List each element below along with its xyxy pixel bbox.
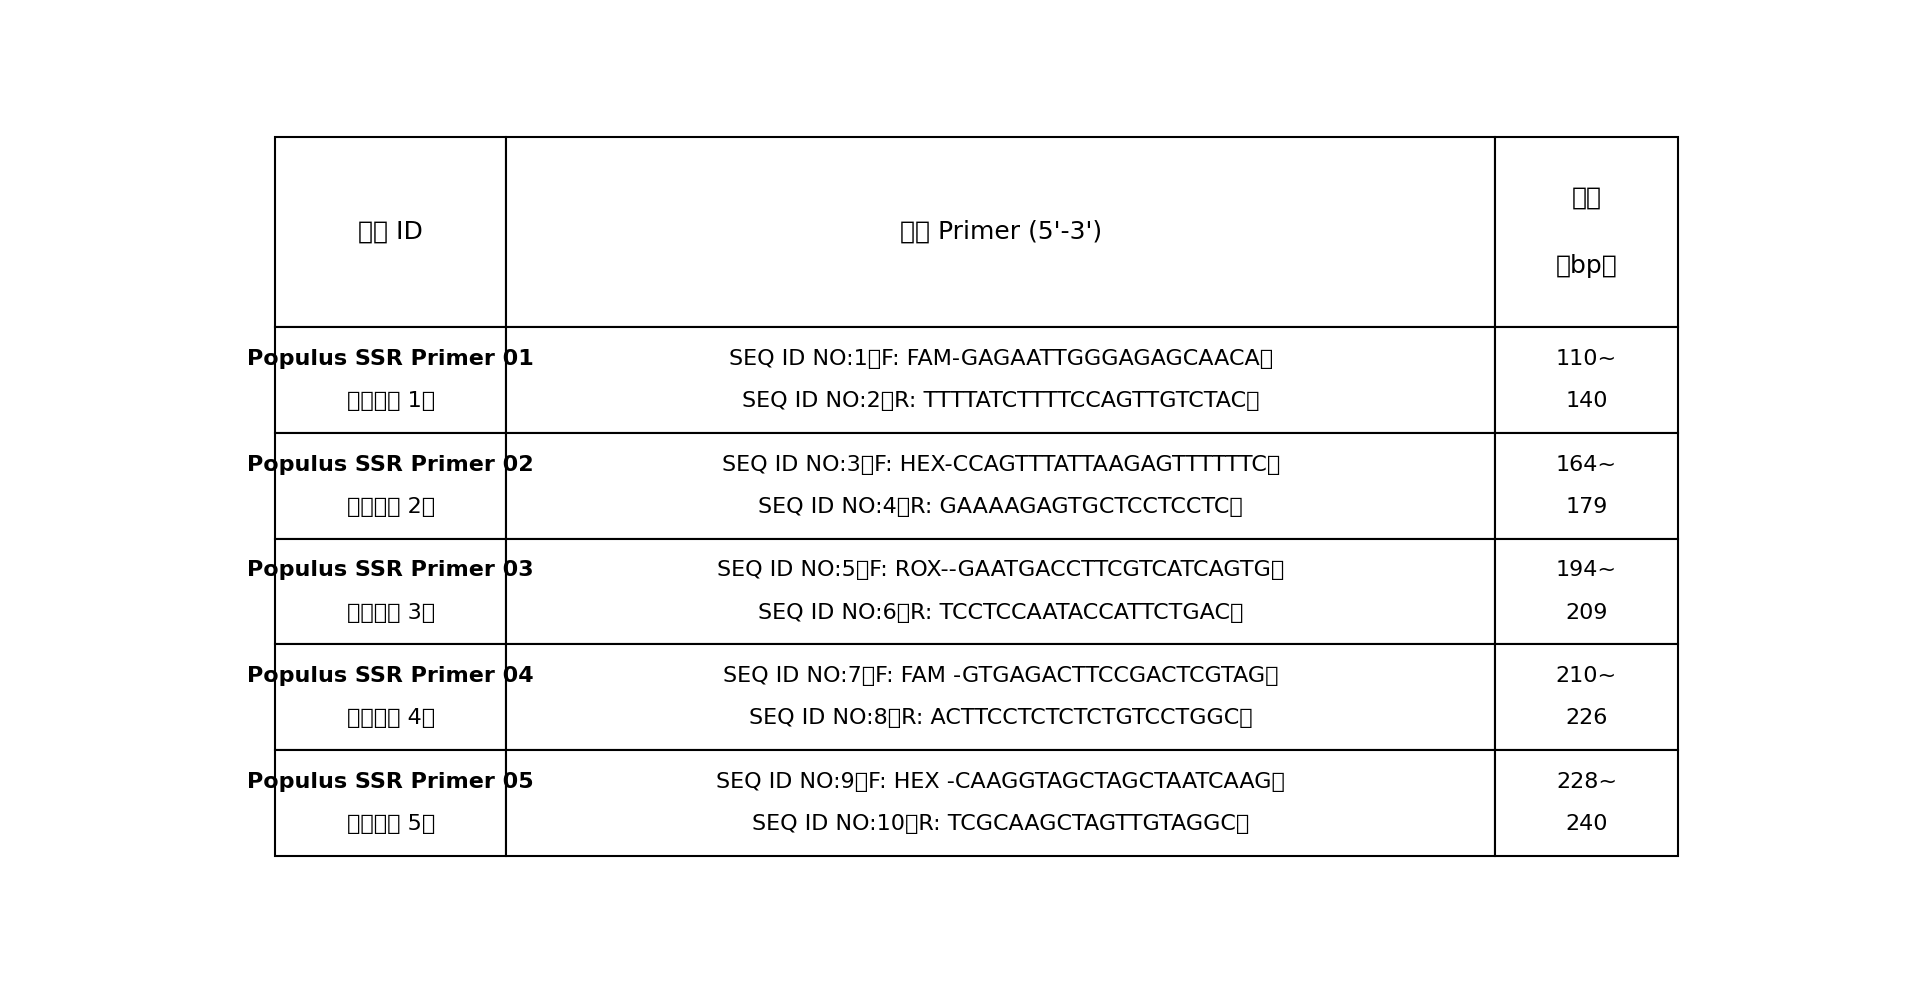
Text: SEQ ID NO:9（F: HEX -CAAGGTAGCTAGCTAATCAAG）: SEQ ID NO:9（F: HEX -CAAGGTAGCTAGCTAATCAA… [716,772,1286,792]
Text: SEQ ID NO:2（R: TTTTATCTTTTCCAGTTGTCTAC）: SEQ ID NO:2（R: TTTTATCTTTTCCAGTTGTCTAC） [743,391,1259,411]
Text: 209: 209 [1566,603,1608,623]
Text: 164~: 164~ [1556,455,1617,475]
Text: Populus SSR Primer 03: Populus SSR Primer 03 [248,560,533,580]
Text: 编号 ID: 编号 ID [358,220,423,244]
Bar [1495,645,1678,750]
Bar [1495,137,1678,327]
Text: Populus SSR Primer 02: Populus SSR Primer 02 [248,455,533,475]
Bar [507,137,1495,327]
Bar [507,433,1495,539]
Text: （引物对 4）: （引物对 4） [347,709,434,728]
Bar [1495,750,1678,856]
Text: 228~: 228~ [1556,772,1617,792]
Text: SEQ ID NO:7（F: FAM -GTGAGACTTCCGACTCGTAG）: SEQ ID NO:7（F: FAM -GTGAGACTTCCGACTCGTAG… [724,666,1278,686]
Text: Populus SSR Primer 05: Populus SSR Primer 05 [248,772,533,792]
Text: 226: 226 [1566,709,1608,728]
Text: （引物对 5）: （引物对 5） [347,814,434,835]
Text: 194~: 194~ [1556,560,1617,580]
Text: 110~: 110~ [1556,349,1617,369]
Bar [507,645,1495,750]
Bar [274,137,507,327]
Text: SEQ ID NO:4（R: GAAAAGAGTGCTCCTCCTC）: SEQ ID NO:4（R: GAAAAGAGTGCTCCTCCTC） [758,497,1244,517]
Text: SEQ ID NO:8（R: ACTTCCTCTCTCTGTCCTGGC）: SEQ ID NO:8（R: ACTTCCTCTCTCTGTCCTGGC） [749,709,1253,728]
Bar [274,750,507,856]
Text: 210~: 210~ [1556,666,1617,686]
Bar [1495,327,1678,433]
Text: 引物 Primer (5'-3'): 引物 Primer (5'-3') [899,220,1101,244]
Bar [507,750,1495,856]
Text: （引物对 2）: （引物对 2） [347,497,434,517]
Bar [1495,433,1678,539]
Text: Populus SSR Primer 04: Populus SSR Primer 04 [248,666,533,686]
Bar [274,327,507,433]
Text: 240: 240 [1566,814,1608,835]
Bar [274,539,507,645]
Text: SEQ ID NO:1（F: FAM-GAGAATTGGGAGAGCAACA）: SEQ ID NO:1（F: FAM-GAGAATTGGGAGAGCAACA） [730,349,1273,369]
Text: SEQ ID NO:5（F: ROX--GAATGACCTTCGTCATCAGTG）: SEQ ID NO:5（F: ROX--GAATGACCTTCGTCATCAGT… [716,560,1284,580]
Text: SEQ ID NO:10（R: TCGCAAGCTAGTTGTAGGC）: SEQ ID NO:10（R: TCGCAAGCTAGTTGTAGGC） [752,814,1250,835]
Text: （bp）: （bp） [1556,255,1617,278]
Text: （引物对 1）: （引物对 1） [347,391,434,411]
Bar [507,327,1495,433]
Bar [507,539,1495,645]
Text: SEQ ID NO:6（R: TCCTCCAATACCATTCTGAC）: SEQ ID NO:6（R: TCCTCCAATACCATTCTGAC） [758,603,1244,623]
Bar [274,433,507,539]
Bar [274,645,507,750]
Text: 140: 140 [1566,391,1608,411]
Text: SEQ ID NO:3（F: HEX-CCAGTTTATTAAGAGTTTTTTC）: SEQ ID NO:3（F: HEX-CCAGTTTATTAAGAGTTTTTT… [722,455,1280,475]
Text: 片段: 片段 [1572,186,1602,209]
Text: Populus SSR Primer 01: Populus SSR Primer 01 [248,349,533,369]
Text: 179: 179 [1566,497,1608,517]
Bar [1495,539,1678,645]
Text: （引物对 3）: （引物对 3） [347,603,434,623]
